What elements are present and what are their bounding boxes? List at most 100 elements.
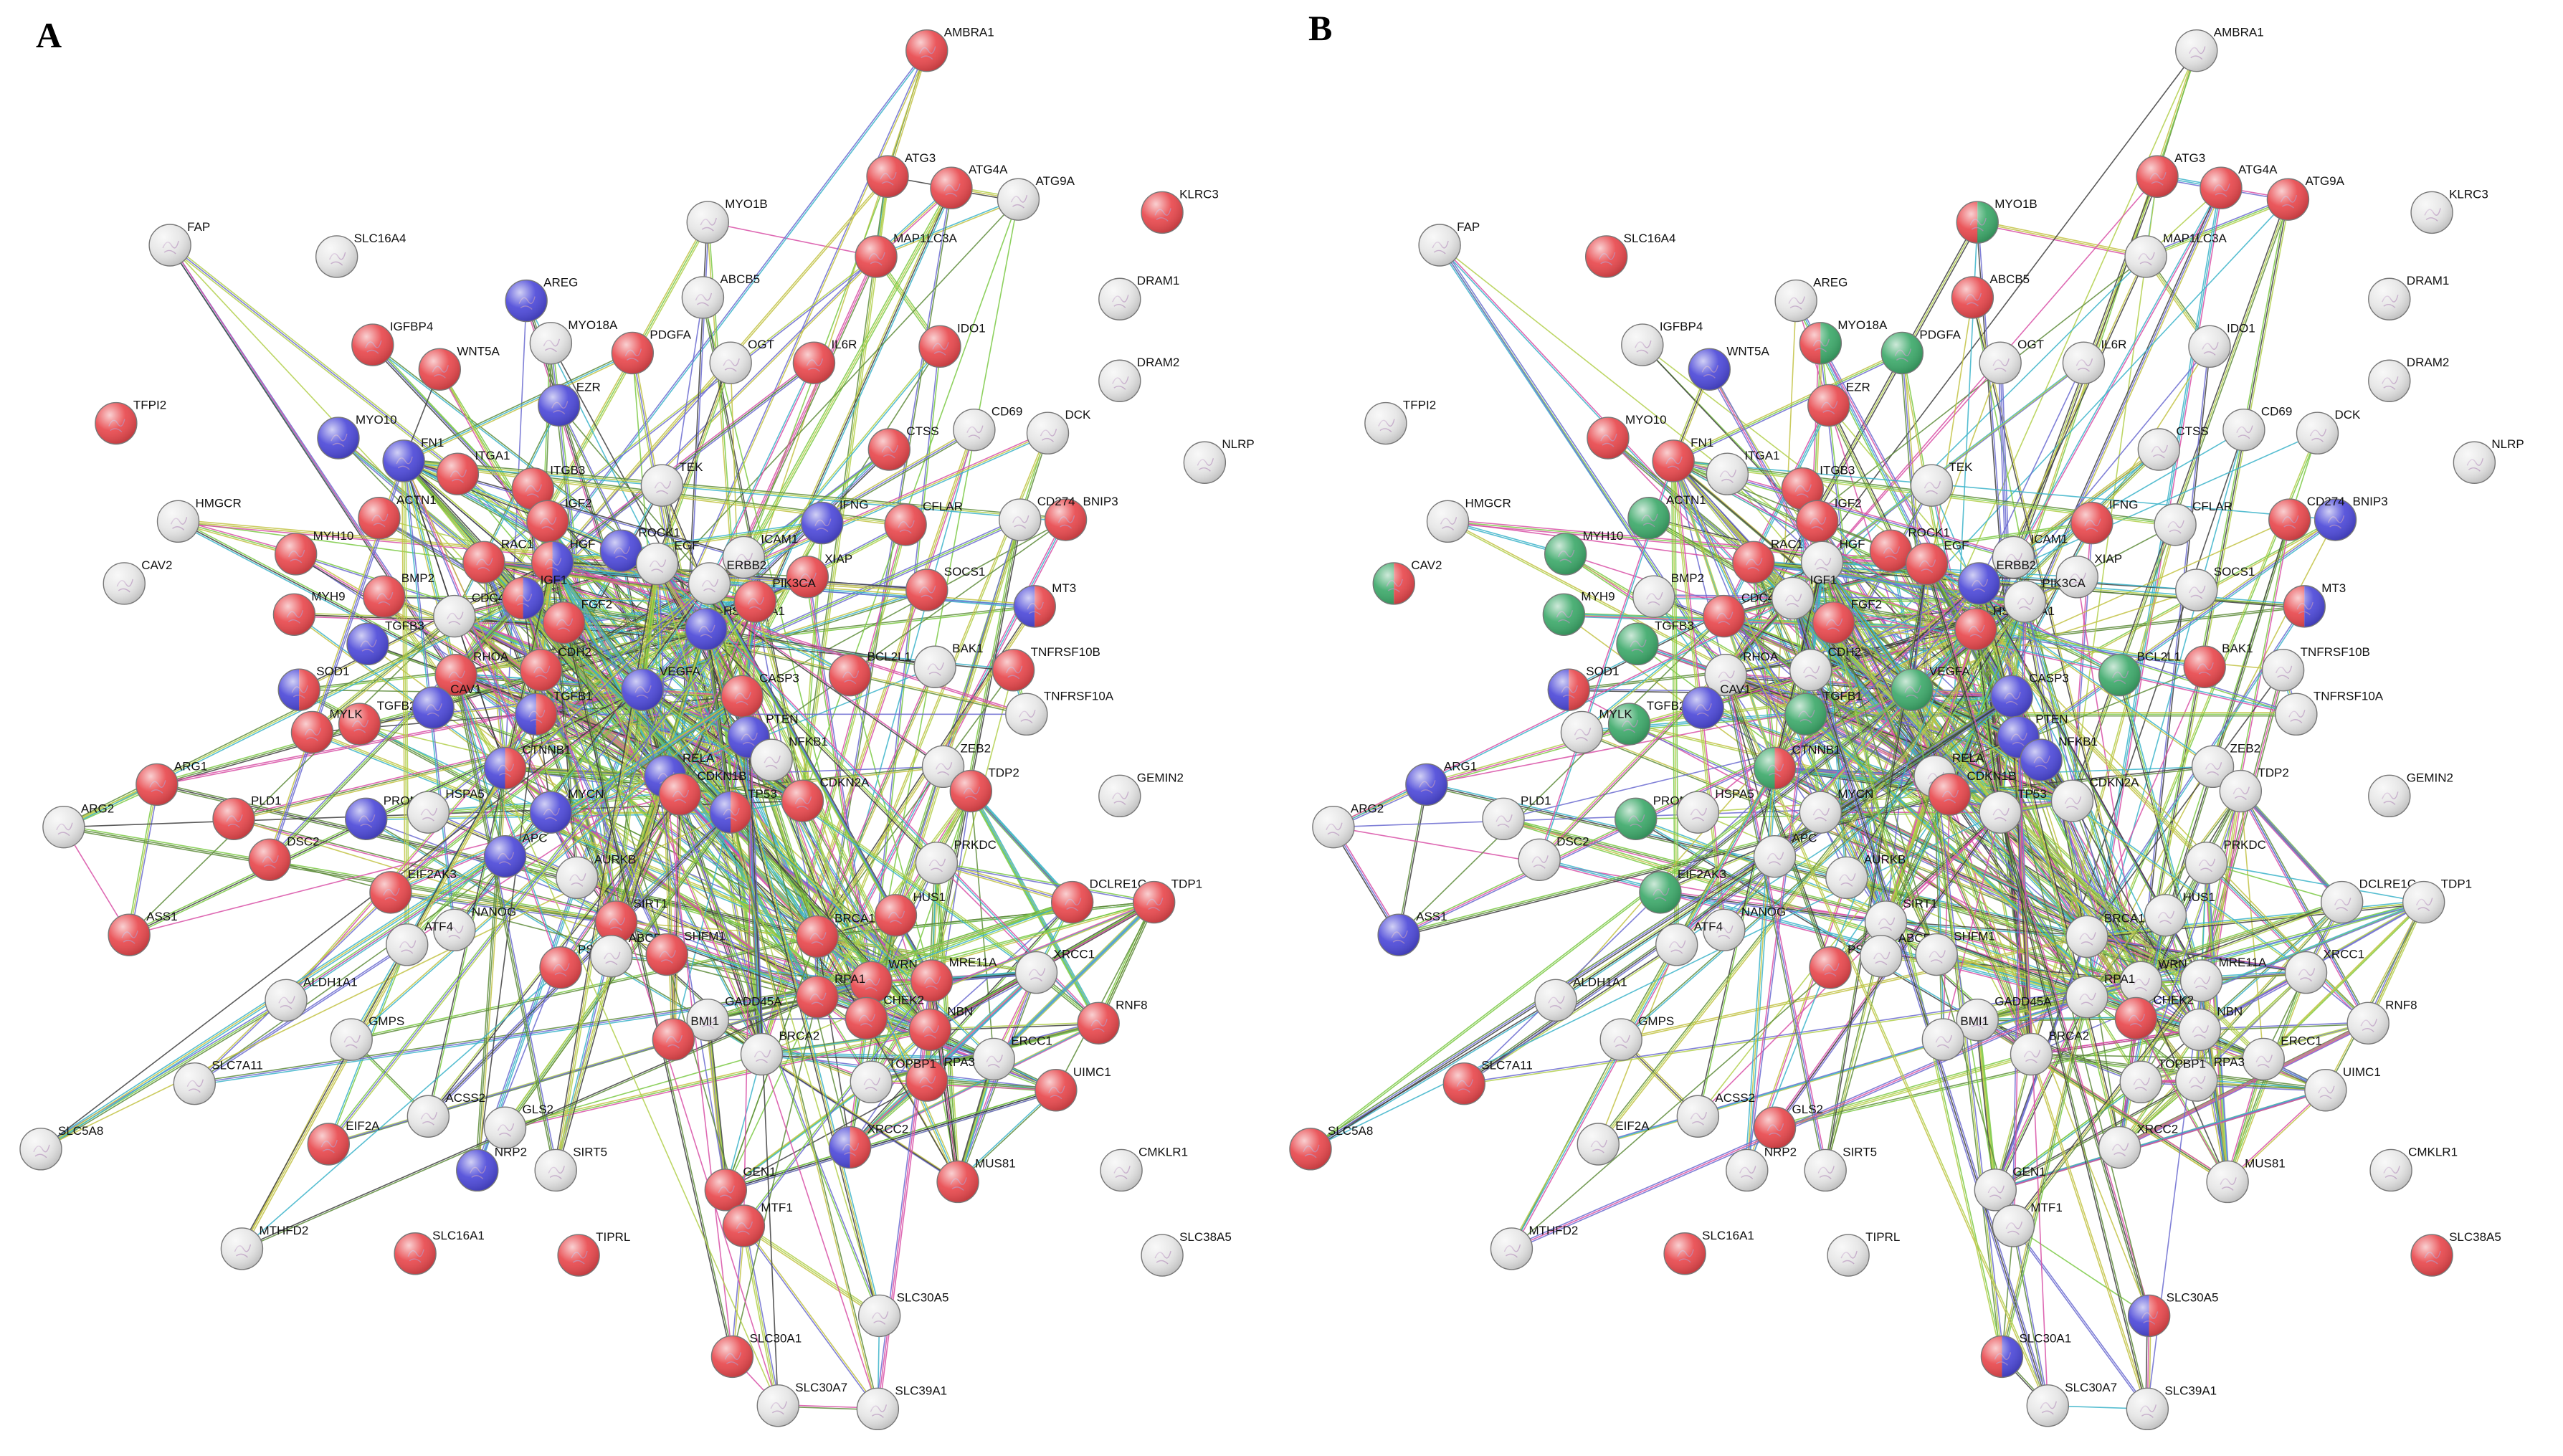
protein-node[interactable]: ZEB2 [921, 741, 992, 789]
protein-node[interactable]: TDP1 [2402, 877, 2472, 924]
protein-node[interactable]: SIRT1 [1864, 897, 1938, 943]
protein-node[interactable]: CTSS [2137, 424, 2209, 471]
protein-node[interactable]: GADD45A [686, 995, 782, 1042]
protein-node[interactable]: CHEK2 [845, 993, 924, 1040]
protein-node[interactable]: FN1 [382, 436, 444, 482]
protein-node[interactable]: TFPI2 [95, 399, 166, 445]
protein-node[interactable]: ROCK1 [599, 525, 680, 573]
protein-node[interactable]: CAV2 [1372, 558, 1442, 605]
protein-node[interactable]: RAC1 [1732, 537, 1803, 584]
protein-node[interactable]: ATG9A [2266, 174, 2345, 221]
protein-node[interactable]: ASS1 [1377, 910, 1447, 956]
protein-node[interactable]: TGFB3 [1616, 619, 1694, 666]
protein-node[interactable]: HGF [531, 537, 596, 584]
protein-node[interactable]: MTF1 [722, 1201, 793, 1247]
protein-node[interactable]: CFLAR [2154, 500, 2232, 546]
protein-node[interactable]: EZR [538, 380, 601, 427]
protein-node[interactable]: MYO10 [1587, 413, 1667, 460]
protein-node[interactable]: EIF2AK3 [1639, 867, 1726, 914]
protein-node[interactable]: PLD1 [1482, 794, 1551, 840]
protein-node[interactable]: IL6R [2062, 338, 2126, 384]
protein-node[interactable]: IFNG [801, 498, 869, 545]
protein-node[interactable]: CASP3 [721, 671, 799, 718]
protein-node[interactable]: TEK [1910, 460, 1973, 507]
protein-node[interactable]: MAP1LC3A [2124, 232, 2227, 278]
protein-node[interactable]: ATF4 [386, 920, 453, 966]
protein-node[interactable]: ICAM1 [722, 532, 798, 579]
protein-node[interactable]: ARG2 [42, 802, 114, 849]
protein-node[interactable]: CDKN1B [658, 769, 746, 816]
protein-node[interactable]: CHEK2 [2114, 993, 2194, 1040]
protein-node[interactable]: EIF2A [1577, 1119, 1650, 1166]
protein-node[interactable]: ACTN1 [358, 493, 437, 540]
protein-node[interactable]: ARG2 [1312, 802, 1384, 849]
protein-node[interactable]: PIK3CA [733, 576, 816, 623]
protein-node[interactable]: ATG4A [2200, 163, 2278, 209]
protein-node[interactable]: MTF1 [1992, 1201, 2063, 1247]
protein-node[interactable]: BCL2L1 [2098, 650, 2181, 697]
protein-node[interactable]: ACTN1 [1627, 493, 1706, 540]
protein-node[interactable]: IGFBP4 [351, 320, 433, 366]
protein-node[interactable]: ZEB2 [2191, 741, 2261, 789]
protein-node[interactable]: SHFM1 [1915, 930, 1995, 976]
protein-node[interactable]: SLC16A4 [315, 232, 406, 278]
protein-node[interactable]: DSC2 [1518, 834, 1589, 881]
protein-node[interactable]: ATF4 [1655, 920, 1723, 966]
protein-node[interactable]: CMKLR1 [1100, 1145, 1188, 1192]
protein-node[interactable]: RPA1 [2065, 972, 2135, 1019]
protein-node[interactable]: MYLK [290, 707, 363, 754]
protein-node[interactable]: DCLRE1C [1050, 877, 1146, 924]
protein-node[interactable]: EGF [1905, 539, 1969, 586]
protein-node[interactable]: SHFM1 [645, 930, 726, 976]
protein-node[interactable]: ABCB5 [681, 272, 760, 319]
protein-node[interactable]: VEGFA [621, 665, 700, 711]
protein-node[interactable]: GMPS [330, 1014, 404, 1061]
protein-node[interactable]: RPA3 [905, 1055, 975, 1102]
protein-node[interactable]: ERBB2 [1957, 558, 2037, 605]
protein-node[interactable]: NRP2 [1726, 1145, 1797, 1192]
protein-node[interactable]: MT3 [2283, 581, 2346, 628]
protein-node[interactable]: IL6R [792, 338, 857, 384]
protein-node[interactable]: TNFRSF10B [2261, 645, 2370, 692]
protein-node[interactable]: ERCC1 [2242, 1034, 2322, 1081]
protein-node[interactable]: SLC7A11 [173, 1059, 263, 1105]
protein-node[interactable]: NFKB1 [2020, 735, 2098, 781]
protein-node[interactable]: PLD1 [212, 794, 282, 840]
protein-node[interactable]: CD274 [2268, 495, 2345, 541]
protein-node[interactable]: RHOA [434, 650, 509, 697]
protein-node[interactable]: TEK [640, 460, 703, 507]
protein-node[interactable]: MUS81 [936, 1156, 1016, 1204]
protein-node[interactable]: IDO1 [918, 321, 986, 368]
protein-node[interactable]: BRCA1 [2065, 911, 2145, 958]
protein-node[interactable]: MYO18A [529, 318, 618, 365]
protein-node[interactable]: NANOG [433, 905, 516, 952]
protein-node[interactable]: CDKN1B [1928, 769, 2016, 816]
protein-node[interactable]: EZR [1807, 380, 1870, 427]
protein-node[interactable]: CTNNB1 [1753, 743, 1841, 790]
protein-node[interactable]: SLC16A1 [394, 1229, 485, 1275]
protein-node[interactable]: HUS1 [2144, 890, 2215, 937]
protein-node[interactable]: CASP3 [1990, 671, 2069, 718]
protein-node[interactable]: SLC30A7 [756, 1381, 847, 1427]
protein-node[interactable]: CD274 [999, 495, 1075, 541]
protein-node[interactable]: XIAP [786, 552, 852, 599]
protein-node[interactable]: CAV1 [1681, 682, 1751, 729]
protein-node[interactable]: GLS2 [1753, 1103, 1823, 1149]
protein-node[interactable]: HMGCR [156, 496, 242, 543]
protein-node[interactable]: DCK [2296, 408, 2361, 455]
protein-node[interactable]: ATG4A [930, 163, 1008, 209]
protein-node[interactable]: ROCK1 [1869, 525, 1950, 573]
protein-node[interactable]: MYCN [1799, 787, 1873, 834]
protein-node[interactable]: OGT [709, 338, 774, 384]
protein-node[interactable]: GLS2 [483, 1103, 553, 1149]
protein-node[interactable]: DRAM1 [1098, 274, 1180, 320]
protein-node[interactable]: APC [483, 832, 548, 878]
protein-node[interactable]: CDC42 [1703, 591, 1782, 638]
protein-node[interactable]: SLC16A4 [1584, 232, 1676, 278]
protein-node[interactable]: HSPA5 [1676, 787, 1754, 834]
protein-node[interactable]: XRCC2 [2098, 1123, 2179, 1169]
protein-node[interactable]: AREG [1774, 276, 1848, 323]
protein-node[interactable]: MYO10 [317, 413, 397, 460]
protein-node[interactable]: PIK3CA [2003, 576, 2086, 623]
protein-node[interactable]: TIPRL [557, 1230, 630, 1277]
